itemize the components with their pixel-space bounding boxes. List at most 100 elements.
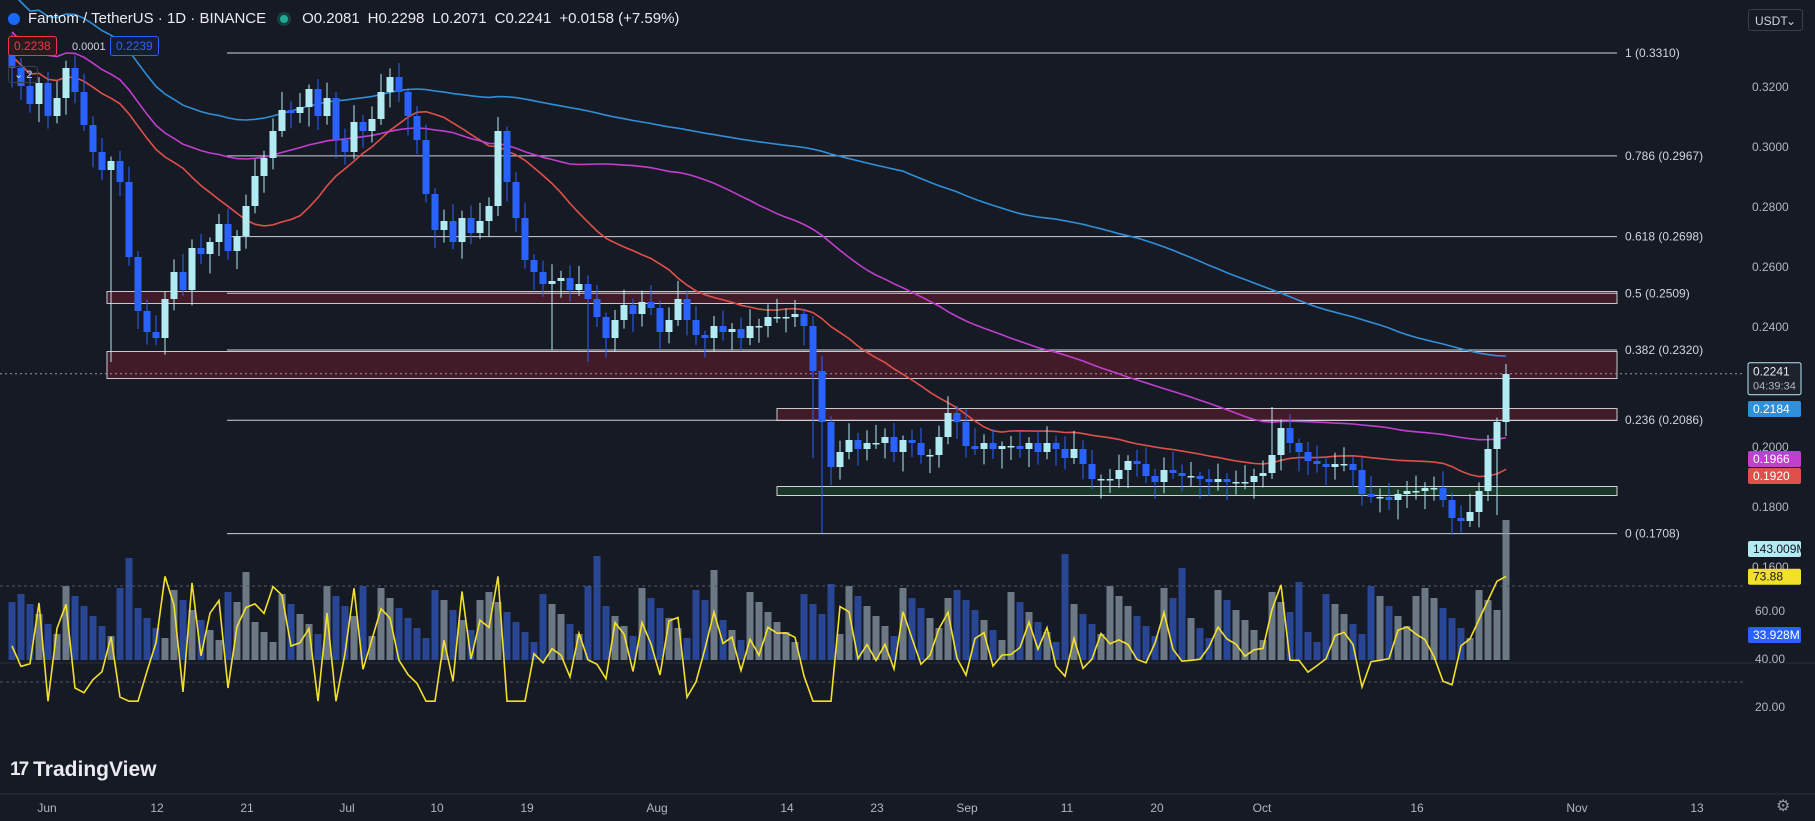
- volume-bar: [737, 640, 745, 660]
- candle-body: [827, 422, 835, 467]
- candle-body: [197, 248, 205, 254]
- candle-body: [1043, 443, 1051, 452]
- time-axis-tick: Jun: [37, 801, 56, 815]
- time-axis-tick: 23: [870, 801, 884, 815]
- volume-bar: [917, 608, 925, 660]
- time-axis-tick: Aug: [646, 801, 667, 815]
- volume-bar: [1268, 592, 1276, 660]
- volume-bar: [647, 598, 655, 660]
- volume-bar: [170, 590, 178, 660]
- buy-price-button[interactable]: 0.2239: [110, 36, 159, 56]
- volume-bar: [476, 600, 484, 660]
- currency-select[interactable]: USDT ⌄: [1748, 9, 1803, 31]
- candle-body: [557, 278, 565, 281]
- candle-body: [1466, 512, 1474, 521]
- volume-bar: [1034, 622, 1042, 660]
- indicators-toggle[interactable]: ⌄ 2: [8, 66, 39, 83]
- volume-bar: [431, 590, 439, 660]
- volume-bar: [143, 618, 151, 660]
- tradingview-logo[interactable]: 17 TradingView: [10, 758, 156, 782]
- volume-bar: [1421, 588, 1429, 660]
- volume-bar: [692, 590, 700, 660]
- volume-bar: [1457, 628, 1465, 660]
- price-axis-tick: 0.3200: [1752, 80, 1789, 94]
- volume-bar: [1502, 520, 1510, 660]
- candle-body: [1394, 494, 1402, 500]
- candle-body: [890, 437, 898, 452]
- candle-body: [1142, 464, 1150, 476]
- volume-bar: [1313, 642, 1321, 660]
- candle-body: [1196, 476, 1204, 479]
- volume-bar: [1097, 634, 1105, 660]
- candle-body: [1331, 464, 1339, 467]
- volume-bar: [503, 612, 511, 660]
- ohlc-high: H0.2298: [367, 10, 425, 27]
- volume-bar: [809, 604, 817, 660]
- candle-body: [1259, 473, 1267, 476]
- volume-bar: [116, 588, 124, 660]
- ma-slow-value-bg: [1748, 401, 1801, 417]
- rsi-axis-tick: 20.00: [1755, 700, 1785, 714]
- volume-bar: [134, 608, 142, 660]
- ma-mid-value: 0.1966: [1753, 452, 1790, 466]
- candle-body: [998, 446, 1006, 449]
- candle-body: [728, 329, 736, 332]
- candle-body: [701, 335, 709, 338]
- volume-bar: [836, 634, 844, 660]
- volume-bar: [215, 640, 223, 660]
- volume-bar: [368, 636, 376, 660]
- candle-body: [962, 422, 970, 446]
- candle-body: [674, 299, 682, 320]
- candle-body: [422, 140, 430, 194]
- volume-bar: [1124, 606, 1132, 660]
- candle-body: [971, 446, 979, 449]
- volume-bar: [899, 588, 907, 660]
- volume-bar: [1295, 582, 1303, 660]
- rsi-value-bg: [1748, 568, 1801, 585]
- settings-gear-icon[interactable]: ⚙: [1776, 798, 1791, 815]
- sell-price-button[interactable]: 0.2238: [8, 36, 57, 56]
- volume-bar: [107, 636, 115, 660]
- candle-body: [1061, 449, 1069, 458]
- candle-body: [278, 110, 286, 131]
- candle-body: [809, 326, 817, 371]
- candle-body: [1070, 449, 1078, 458]
- volume-bar: [548, 604, 556, 660]
- candle-body: [1025, 443, 1033, 449]
- candle-body: [62, 68, 70, 98]
- symbol-title[interactable]: Fantom / TetherUS · 1D · BINANCE: [28, 10, 267, 27]
- volume-bar: [1466, 638, 1474, 660]
- volume-bar: [125, 558, 133, 660]
- volume-bar: [701, 600, 709, 660]
- candle-body: [449, 221, 457, 242]
- zones: [106, 291, 1618, 496]
- candle-body: [611, 320, 619, 338]
- volume-bar: [1349, 624, 1357, 660]
- volume-value: 143.009M: [1753, 542, 1806, 556]
- volume-bar: [1043, 632, 1051, 660]
- volume-bar: [1376, 596, 1384, 660]
- ma-mid-line: [11, 31, 1507, 441]
- volume-bar: [305, 624, 313, 660]
- candle-body: [737, 329, 745, 338]
- candle-body: [1088, 464, 1096, 479]
- candle-body: [692, 320, 700, 335]
- volume-bar: [26, 604, 34, 660]
- volume-bar: [161, 638, 169, 660]
- fantom-logo-icon: [8, 12, 20, 25]
- volume-bar: [341, 606, 349, 660]
- candle-body: [1349, 464, 1357, 470]
- fib-level-label: 0.786 (0.2967): [1625, 149, 1703, 163]
- volume-bar: [1367, 586, 1375, 660]
- candle-body: [80, 92, 88, 125]
- candle-body: [107, 161, 115, 170]
- volume-bar: [1412, 596, 1420, 660]
- candle-body: [404, 92, 412, 116]
- volume-bar: [854, 596, 862, 660]
- candle-body: [1187, 476, 1195, 478]
- price-zone-support: [776, 486, 1618, 496]
- volume-bar: [1061, 554, 1069, 660]
- volume-bar: [755, 602, 763, 660]
- candle-body: [35, 83, 43, 104]
